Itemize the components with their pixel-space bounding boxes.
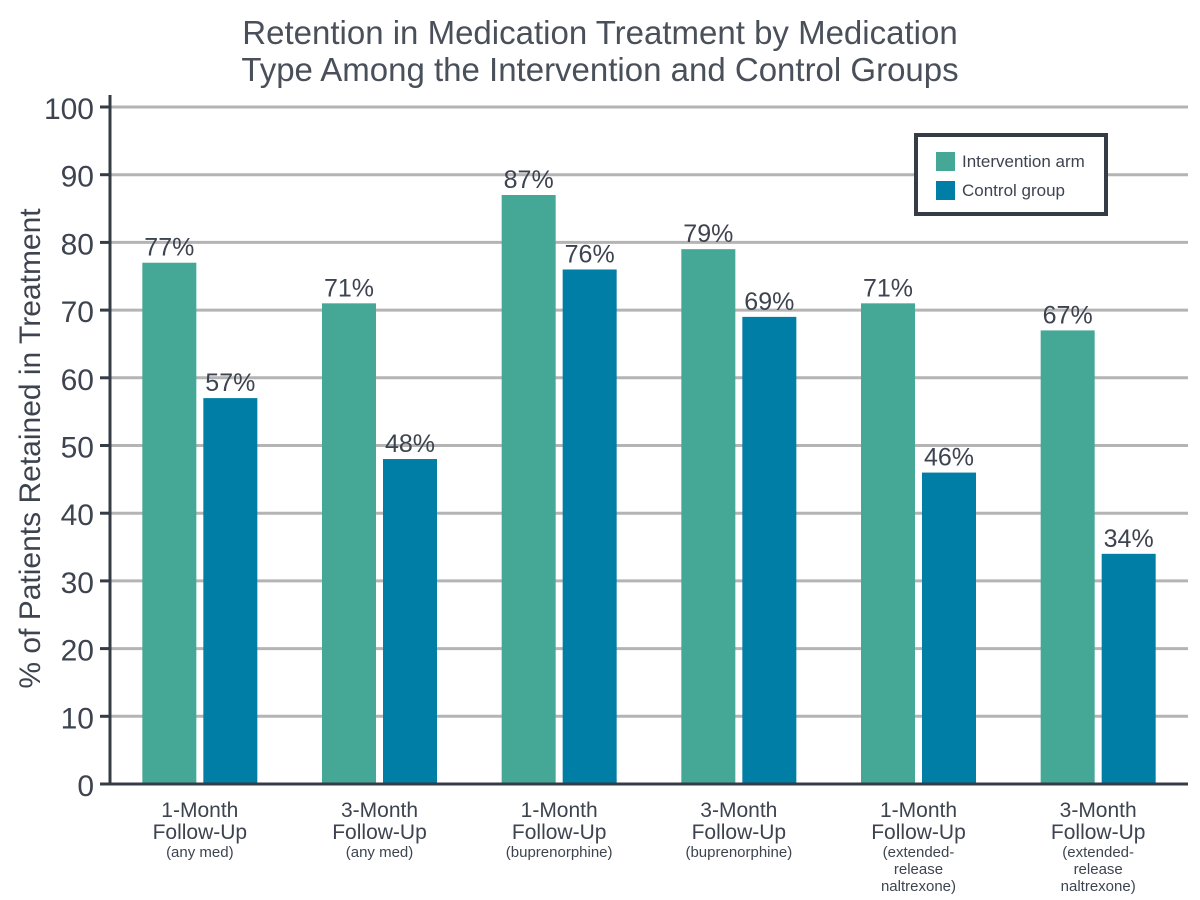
bar-value-label: 76% xyxy=(565,240,615,268)
x-category-label: Follow-Up xyxy=(692,821,787,844)
y-tick-label: 80 xyxy=(61,228,94,261)
x-category-label: naltrexone) xyxy=(1061,878,1136,895)
bar-value-label: 34% xyxy=(1104,525,1154,553)
y-tick-label: 70 xyxy=(61,296,94,329)
x-category-label: Follow-Up xyxy=(871,821,966,844)
bar-control xyxy=(922,472,976,784)
x-category-label: Follow-Up xyxy=(1051,821,1146,844)
bar-value-label: 79% xyxy=(683,220,733,248)
bar-value-label: 69% xyxy=(744,288,794,316)
y-tick-label: 20 xyxy=(61,635,94,668)
chart-title-line-1: Retention in Medication Treatment by Med… xyxy=(242,14,958,51)
x-category-label: naltrexone) xyxy=(881,878,956,895)
bar-intervention xyxy=(501,195,556,784)
y-tick-label: 0 xyxy=(77,770,94,803)
bar-value-label: 57% xyxy=(205,369,255,397)
bar-value-label: 67% xyxy=(1043,301,1093,329)
y-tick-label: 50 xyxy=(61,432,94,465)
y-tick-label: 40 xyxy=(61,499,94,532)
x-category-label: 3-Month xyxy=(1060,799,1137,822)
chart-title: Retention in Medication Treatment by Med… xyxy=(0,14,1200,88)
bar-value-label: 48% xyxy=(385,430,435,458)
legend-label: Intervention arm xyxy=(962,152,1085,171)
x-category-label: Follow-Up xyxy=(153,821,248,844)
x-category-label: 1-Month xyxy=(521,799,598,822)
bar-control xyxy=(203,398,258,784)
bar-control xyxy=(742,316,797,784)
x-category-label: 1-Month xyxy=(880,799,957,822)
bar-value-label: 71% xyxy=(863,274,913,302)
y-tick-label: 60 xyxy=(61,364,94,397)
bar-intervention xyxy=(1040,330,1095,784)
y-tick-label: 30 xyxy=(61,567,94,600)
bar-intervention xyxy=(861,303,915,784)
x-category-label: (any med) xyxy=(346,844,414,861)
legend-swatch xyxy=(936,181,955,200)
bar-value-label: 77% xyxy=(144,234,194,262)
bar-control xyxy=(1101,553,1156,784)
x-category-label: release xyxy=(894,861,943,878)
x-category-label: (buprenorphine) xyxy=(506,844,613,861)
y-tick-label: 90 xyxy=(61,161,94,194)
legend-swatch xyxy=(936,152,955,171)
bar-value-label: 87% xyxy=(504,166,554,194)
x-category-label: release xyxy=(1074,861,1123,878)
x-category-label: (any med) xyxy=(166,844,234,861)
bar-control xyxy=(562,269,617,785)
x-category-label: 1-Month xyxy=(161,799,238,822)
y-tick-label: 10 xyxy=(61,702,94,735)
bar-intervention xyxy=(142,262,197,785)
y-axis-title: % of Patients Retained in Treatment xyxy=(14,208,47,689)
x-category-label: (extended- xyxy=(883,844,955,861)
bar-value-label: 46% xyxy=(924,444,974,472)
y-tick-label: 100 xyxy=(44,93,94,126)
bar-intervention xyxy=(681,249,736,785)
x-category-label: Follow-Up xyxy=(332,821,427,844)
bar-control xyxy=(383,459,437,784)
chart-title-line-2: Type Among the Intervention and Control … xyxy=(241,51,959,88)
bar-value-label: 71% xyxy=(324,274,374,302)
x-category-label: (buprenorphine) xyxy=(685,844,792,861)
x-category-label: Follow-Up xyxy=(512,821,607,844)
legend-label: Control group xyxy=(962,181,1065,200)
x-category-label: (extended- xyxy=(1062,844,1134,861)
x-category-label: 3-Month xyxy=(341,799,418,822)
bar-intervention xyxy=(322,303,376,784)
legend xyxy=(914,133,1108,216)
x-category-label: 3-Month xyxy=(700,799,777,822)
